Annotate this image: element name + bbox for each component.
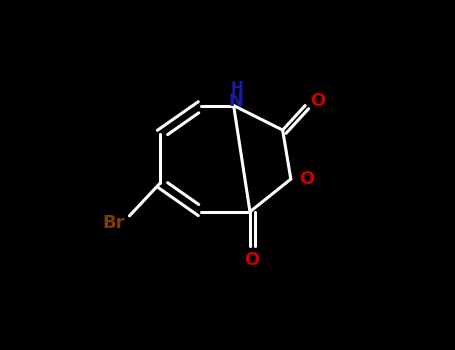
Text: O: O [310, 92, 325, 111]
Text: O: O [244, 251, 260, 268]
Text: N: N [228, 92, 243, 111]
Text: H: H [231, 81, 243, 96]
Text: O: O [299, 170, 314, 188]
Text: Br: Br [103, 214, 125, 232]
